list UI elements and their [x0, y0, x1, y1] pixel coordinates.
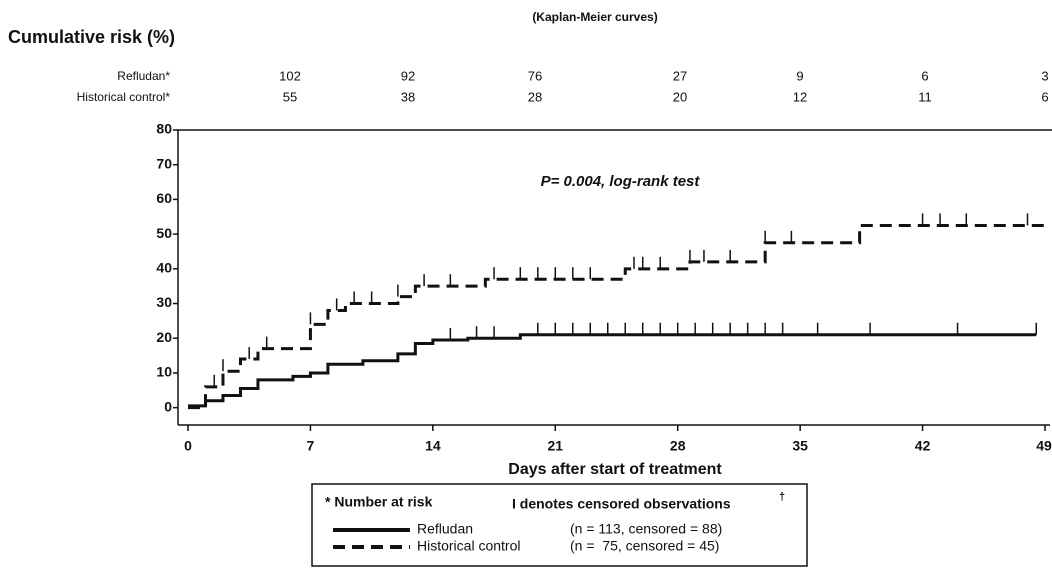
x-tick-label: 49	[1036, 438, 1052, 454]
y-tick-label: 60	[156, 190, 172, 206]
risk-count: 12	[793, 89, 807, 104]
y-tick-label: 50	[156, 225, 172, 241]
legend-detail: (n = 75, censored = 45)	[570, 538, 719, 554]
x-tick-label: 42	[915, 438, 931, 454]
risk-count: 27	[673, 68, 687, 83]
risk-count: 92	[401, 68, 415, 83]
y-tick-label: 20	[156, 329, 172, 345]
x-tick-label: 28	[670, 438, 686, 454]
legend-box	[311, 483, 808, 567]
legend-label: Refludan	[417, 521, 473, 537]
legend-detail: (n = 113, censored = 88)	[570, 521, 722, 537]
annotation: P= 0.004, log-rank test	[541, 173, 701, 190]
km-curve	[188, 223, 1045, 410]
x-tick-label: 14	[425, 438, 441, 454]
risk-count: 55	[283, 89, 297, 104]
risk-count: 20	[673, 89, 687, 104]
legend-note: I denotes censored observations	[512, 496, 731, 512]
y-axis-label: Cumulative risk (%)	[8, 27, 175, 47]
risk-count: 38	[401, 89, 415, 104]
risk-count: 76	[528, 68, 542, 83]
x-tick-label: 0	[184, 438, 192, 454]
risk-count: 102	[279, 68, 301, 83]
y-tick-label: 30	[156, 294, 172, 310]
risk-count: 9	[796, 68, 803, 83]
km-curve	[188, 333, 1037, 408]
x-axis-label: Days after start of treatment	[508, 461, 722, 478]
y-tick-label: 40	[156, 260, 172, 276]
y-tick-label: 70	[156, 155, 172, 171]
x-tick-label: 21	[547, 438, 563, 454]
risk-row-label: Historical control*	[77, 90, 171, 104]
risk-count: 6	[921, 68, 928, 83]
legend-note: †	[779, 491, 785, 503]
risk-count: 3	[1041, 68, 1048, 83]
x-tick-label: 7	[307, 438, 315, 454]
y-tick-label: 10	[156, 364, 172, 380]
risk-count: 11	[918, 89, 932, 104]
risk-count: 28	[528, 89, 542, 104]
y-tick-label: 80	[156, 121, 172, 137]
x-tick-label: 35	[792, 438, 808, 454]
risk-row-label: Refludan*	[117, 69, 170, 83]
legend-note: * Number at risk	[325, 494, 433, 510]
y-tick-label: 0	[164, 398, 172, 414]
chart-title: (Kaplan-Meier curves)	[532, 10, 657, 24]
legend-label: Historical control	[417, 538, 520, 554]
risk-count: 6	[1041, 89, 1048, 104]
